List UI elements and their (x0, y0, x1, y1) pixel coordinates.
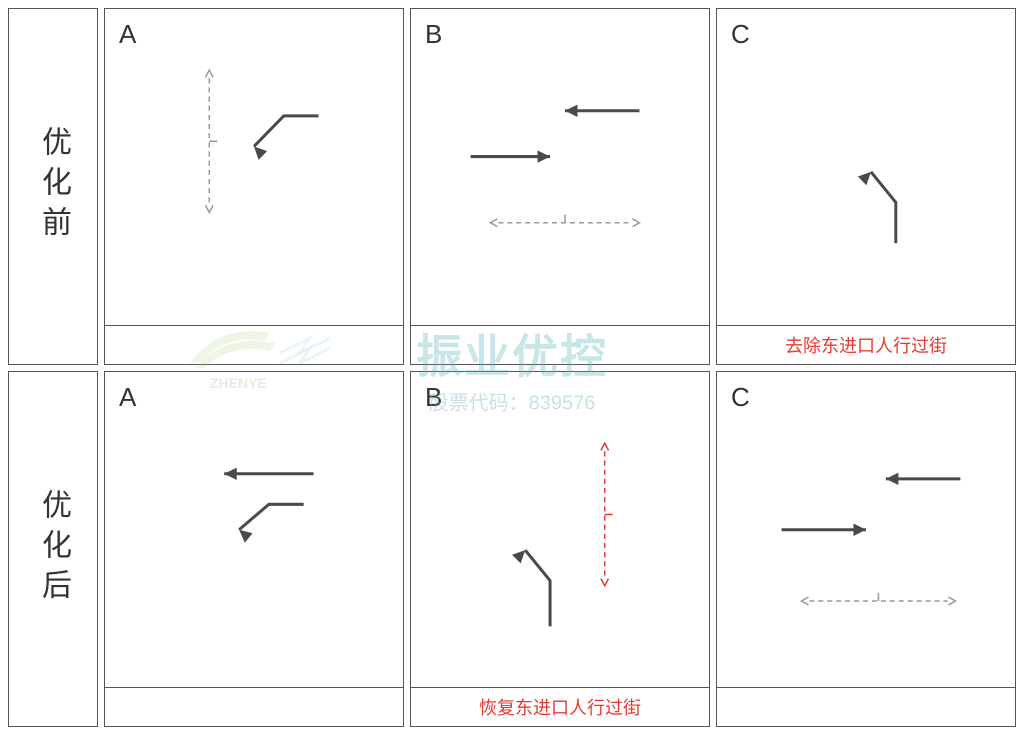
row-label-text: 优化后 (31, 489, 75, 609)
row-label-before: 优化前 (8, 8, 98, 365)
cell-r1-A: A (104, 371, 404, 728)
cell-r1-C: C (716, 371, 1016, 728)
row-label-text: 优化前 (31, 126, 75, 246)
arrows-r0-B (411, 9, 709, 325)
arrows-r1-A (105, 372, 403, 688)
diagram-grid: 优化前 A B C 去除东进口人行过街 优化后 (8, 8, 1016, 727)
arrows-r1-B (411, 372, 709, 688)
cell-r0-B: B (410, 8, 710, 365)
arrows-r0-A (105, 9, 403, 325)
caption (717, 688, 1015, 726)
arrows-r1-C (717, 372, 1015, 688)
caption: 去除东进口人行过街 (717, 326, 1015, 364)
cell-r0-A: A (104, 8, 404, 365)
cell-r0-C: C 去除东进口人行过街 (716, 8, 1016, 365)
caption (411, 326, 709, 364)
caption: 恢复东进口人行过街 (411, 688, 709, 726)
caption (105, 688, 403, 726)
cell-r1-B: B 恢复东进口人行过街 (410, 371, 710, 728)
row-label-after: 优化后 (8, 371, 98, 728)
arrows-r0-C (717, 9, 1015, 325)
caption (105, 326, 403, 364)
